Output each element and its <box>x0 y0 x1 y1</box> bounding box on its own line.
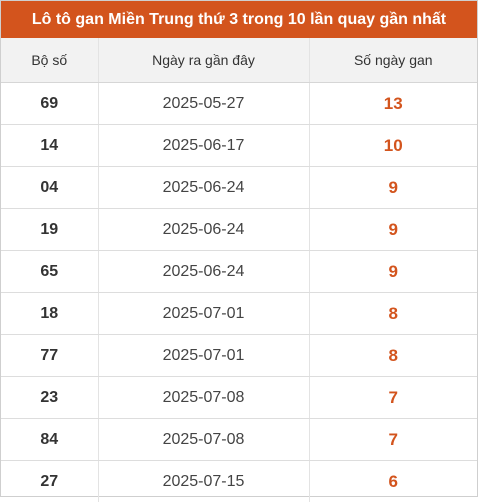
table-row: 84 2025-07-08 7 <box>1 419 477 461</box>
table-row: 23 2025-07-08 7 <box>1 377 477 419</box>
table-title: Lô tô gan Miền Trung thứ 3 trong 10 lần … <box>1 1 477 38</box>
table-row: 77 2025-07-01 8 <box>1 335 477 377</box>
table-row: 04 2025-06-24 9 <box>1 167 477 209</box>
header-number: Bộ số <box>1 38 98 83</box>
table-row: 69 2025-05-27 13 <box>1 83 477 125</box>
cell-days: 7 <box>309 419 477 461</box>
cell-last-date: 2025-05-27 <box>98 83 309 125</box>
cell-days: 10 <box>309 125 477 167</box>
cell-last-date: 2025-07-01 <box>98 335 309 377</box>
cell-number: 65 <box>1 251 98 293</box>
cell-number: 23 <box>1 377 98 419</box>
table-row: 27 2025-07-15 6 <box>1 461 477 502</box>
cell-number: 04 <box>1 167 98 209</box>
cell-last-date: 2025-06-24 <box>98 209 309 251</box>
cell-days: 9 <box>309 209 477 251</box>
table-row: 19 2025-06-24 9 <box>1 209 477 251</box>
table-row: 18 2025-07-01 8 <box>1 293 477 335</box>
cell-days: 13 <box>309 83 477 125</box>
cell-number: 27 <box>1 461 98 502</box>
cell-number: 84 <box>1 419 98 461</box>
cell-days: 8 <box>309 293 477 335</box>
cell-number: 69 <box>1 83 98 125</box>
cell-number: 14 <box>1 125 98 167</box>
lo-gan-table: Bộ số Ngày ra gần đây Số ngày gan 69 202… <box>1 38 477 502</box>
header-days: Số ngày gan <box>309 38 477 83</box>
cell-last-date: 2025-07-08 <box>98 377 309 419</box>
table-row: 65 2025-06-24 9 <box>1 251 477 293</box>
cell-days: 6 <box>309 461 477 502</box>
cell-number: 18 <box>1 293 98 335</box>
cell-days: 9 <box>309 251 477 293</box>
cell-last-date: 2025-07-15 <box>98 461 309 502</box>
cell-last-date: 2025-06-24 <box>98 167 309 209</box>
cell-days: 7 <box>309 377 477 419</box>
cell-last-date: 2025-07-08 <box>98 419 309 461</box>
cell-days: 9 <box>309 167 477 209</box>
header-last-date: Ngày ra gần đây <box>98 38 309 83</box>
cell-last-date: 2025-06-17 <box>98 125 309 167</box>
cell-last-date: 2025-07-01 <box>98 293 309 335</box>
cell-days: 8 <box>309 335 477 377</box>
cell-number: 19 <box>1 209 98 251</box>
cell-number: 77 <box>1 335 98 377</box>
table-header-row: Bộ số Ngày ra gần đây Số ngày gan <box>1 38 477 83</box>
cell-last-date: 2025-06-24 <box>98 251 309 293</box>
table-row: 14 2025-06-17 10 <box>1 125 477 167</box>
